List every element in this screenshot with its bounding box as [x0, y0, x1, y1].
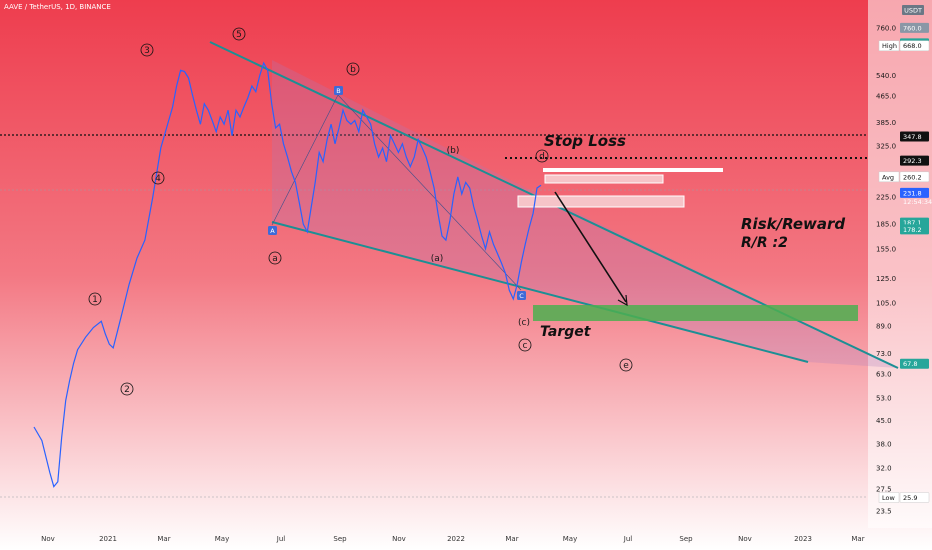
price-tag: 231.8 [900, 187, 929, 198]
price-tag: High 668.0 [878, 40, 930, 51]
price-tag-label: High [882, 42, 897, 50]
risk-reward-title: Risk/Reward [741, 215, 845, 233]
x-tick-label: Jul [623, 535, 633, 543]
stop-loss-white-bar [543, 168, 723, 172]
x-tick-label: Sep [333, 535, 347, 543]
wave-paren-c: (c) [518, 318, 530, 328]
price-tag: 347.8 [900, 131, 929, 142]
x-tick-label: Nov [392, 535, 406, 543]
wave-3: 3 [144, 46, 150, 56]
symbol-header: AAVE / TetherUS, 1D, BINANCE [4, 3, 111, 11]
y-tick-label: 105.0 [876, 299, 896, 307]
price-line [33, 61, 542, 488]
wave-2: 2 [124, 385, 130, 395]
pivot-c: C [519, 292, 524, 300]
countdown-timer: 12:54:34 [903, 198, 932, 206]
y-tick-label: 73.0 [876, 350, 892, 358]
price-axis-background [868, 0, 932, 528]
wave-1: 1 [92, 295, 98, 305]
y-tick-label: 760.0 [876, 24, 896, 32]
price-tags: 760.0679.6High668.0347.8292.3Avg260.2231… [878, 22, 930, 503]
x-tick-label: Nov [738, 535, 752, 543]
wave-e: e [623, 361, 629, 371]
price-tag-label: Low [882, 494, 895, 502]
price-tag-value: 292.3 [903, 157, 922, 165]
wave-c: c [523, 341, 528, 351]
y-tick-label: 27.5 [876, 486, 892, 494]
x-tick-label: 2021 [99, 535, 117, 543]
x-tick-label: Mar [851, 535, 864, 543]
price-tag: 178.2 [900, 224, 929, 235]
y-tick-label: 38.0 [876, 441, 892, 449]
ab-line [271, 94, 339, 226]
price-tag: Low 25.9 [878, 492, 930, 503]
x-tick-label: Nov [41, 535, 55, 543]
price-tag-value: 178.2 [903, 226, 922, 234]
price-tag-value: 668.0 [903, 42, 922, 50]
wave-4: 4 [155, 174, 161, 184]
y-tick-label: 32.0 [876, 465, 892, 473]
wave-d: d [539, 152, 545, 162]
wave-5: 5 [236, 30, 242, 40]
currency-badge [902, 5, 924, 15]
price-tag-value: 260.2 [903, 173, 922, 181]
projection-arrow [554, 191, 627, 303]
x-tick-label: Mar [157, 535, 170, 543]
wedge-fill [272, 60, 898, 368]
wave-labels: 1 2 3 4 5 a b c d e (a) (b) (c) [88, 27, 633, 396]
price-tag-value: 25.9 [903, 494, 917, 502]
pivot-b: B [336, 87, 340, 95]
x-tick-label: May [563, 535, 577, 543]
y-tick-label: 465.0 [876, 93, 896, 101]
y-axis: 23.5 27.5 32.0 38.0 45.0 53.0 63.0 73.0 89.0 105.… [876, 24, 896, 515]
entry-zone [517, 195, 685, 208]
y-tick-label: 63.0 [876, 370, 892, 378]
wedge-lower-trendline [271, 221, 809, 363]
x-tick-label: Jul [276, 535, 286, 543]
wave-b: b [350, 65, 356, 75]
y-tick-label: 185.0 [876, 221, 896, 229]
price-tag: 292.3 [900, 155, 929, 166]
y-tick-label: 540.0 [876, 72, 896, 80]
price-tag-label: Avg [882, 173, 894, 181]
pivot-markers: A B C [268, 86, 526, 300]
x-tick-label: 2023 [794, 535, 812, 543]
stop-loss-label: Stop Loss [544, 132, 626, 150]
y-tick-label: 53.0 [876, 394, 892, 402]
risk-reward-value: R/R :2 [741, 235, 788, 251]
y-tick-label: 125.0 [876, 275, 896, 283]
y-tick-label: 89.0 [876, 322, 892, 330]
target-label: Target [540, 324, 592, 340]
wave-paren-a: (a) [431, 254, 444, 264]
y-tick-label: 23.5 [876, 508, 892, 516]
price-tag-value: 67.8 [903, 360, 917, 368]
stop-loss-zone [544, 174, 664, 184]
x-tick-label: Sep [679, 535, 693, 543]
price-tag: Avg 260.2 [878, 171, 930, 183]
price-tag-value: 231.8 [903, 189, 922, 197]
price-tag-value: 347.8 [903, 133, 922, 141]
y-tick-label: 155.0 [876, 245, 896, 253]
x-axis: Nov 2021 Mar May Jul Sep Nov 2022 Mar May Jul Sep No… [41, 535, 865, 543]
currency-label: USDT [904, 7, 922, 15]
wave-paren-b: (b) [447, 146, 460, 156]
wave-a: a [272, 254, 278, 264]
y-tick-label: 325.0 [876, 142, 896, 150]
price-tag-value: 760.0 [903, 24, 922, 32]
projection-arrowhead [617, 294, 628, 307]
y-tick-label: 225.0 [876, 194, 896, 202]
target-zone [533, 305, 858, 321]
x-tick-label: 2022 [447, 535, 465, 543]
x-tick-label: Mar [505, 535, 518, 543]
price-tag: 760.0 [900, 22, 929, 33]
x-tick-label: May [215, 535, 229, 543]
pivot-a: A [270, 227, 275, 235]
y-tick-label: 45.0 [876, 417, 892, 425]
price-tag-value: 187.1 [903, 219, 922, 227]
bc-line [337, 94, 522, 291]
y-tick-label: 385.0 [876, 119, 896, 127]
price-tag: 67.8 [900, 358, 929, 369]
